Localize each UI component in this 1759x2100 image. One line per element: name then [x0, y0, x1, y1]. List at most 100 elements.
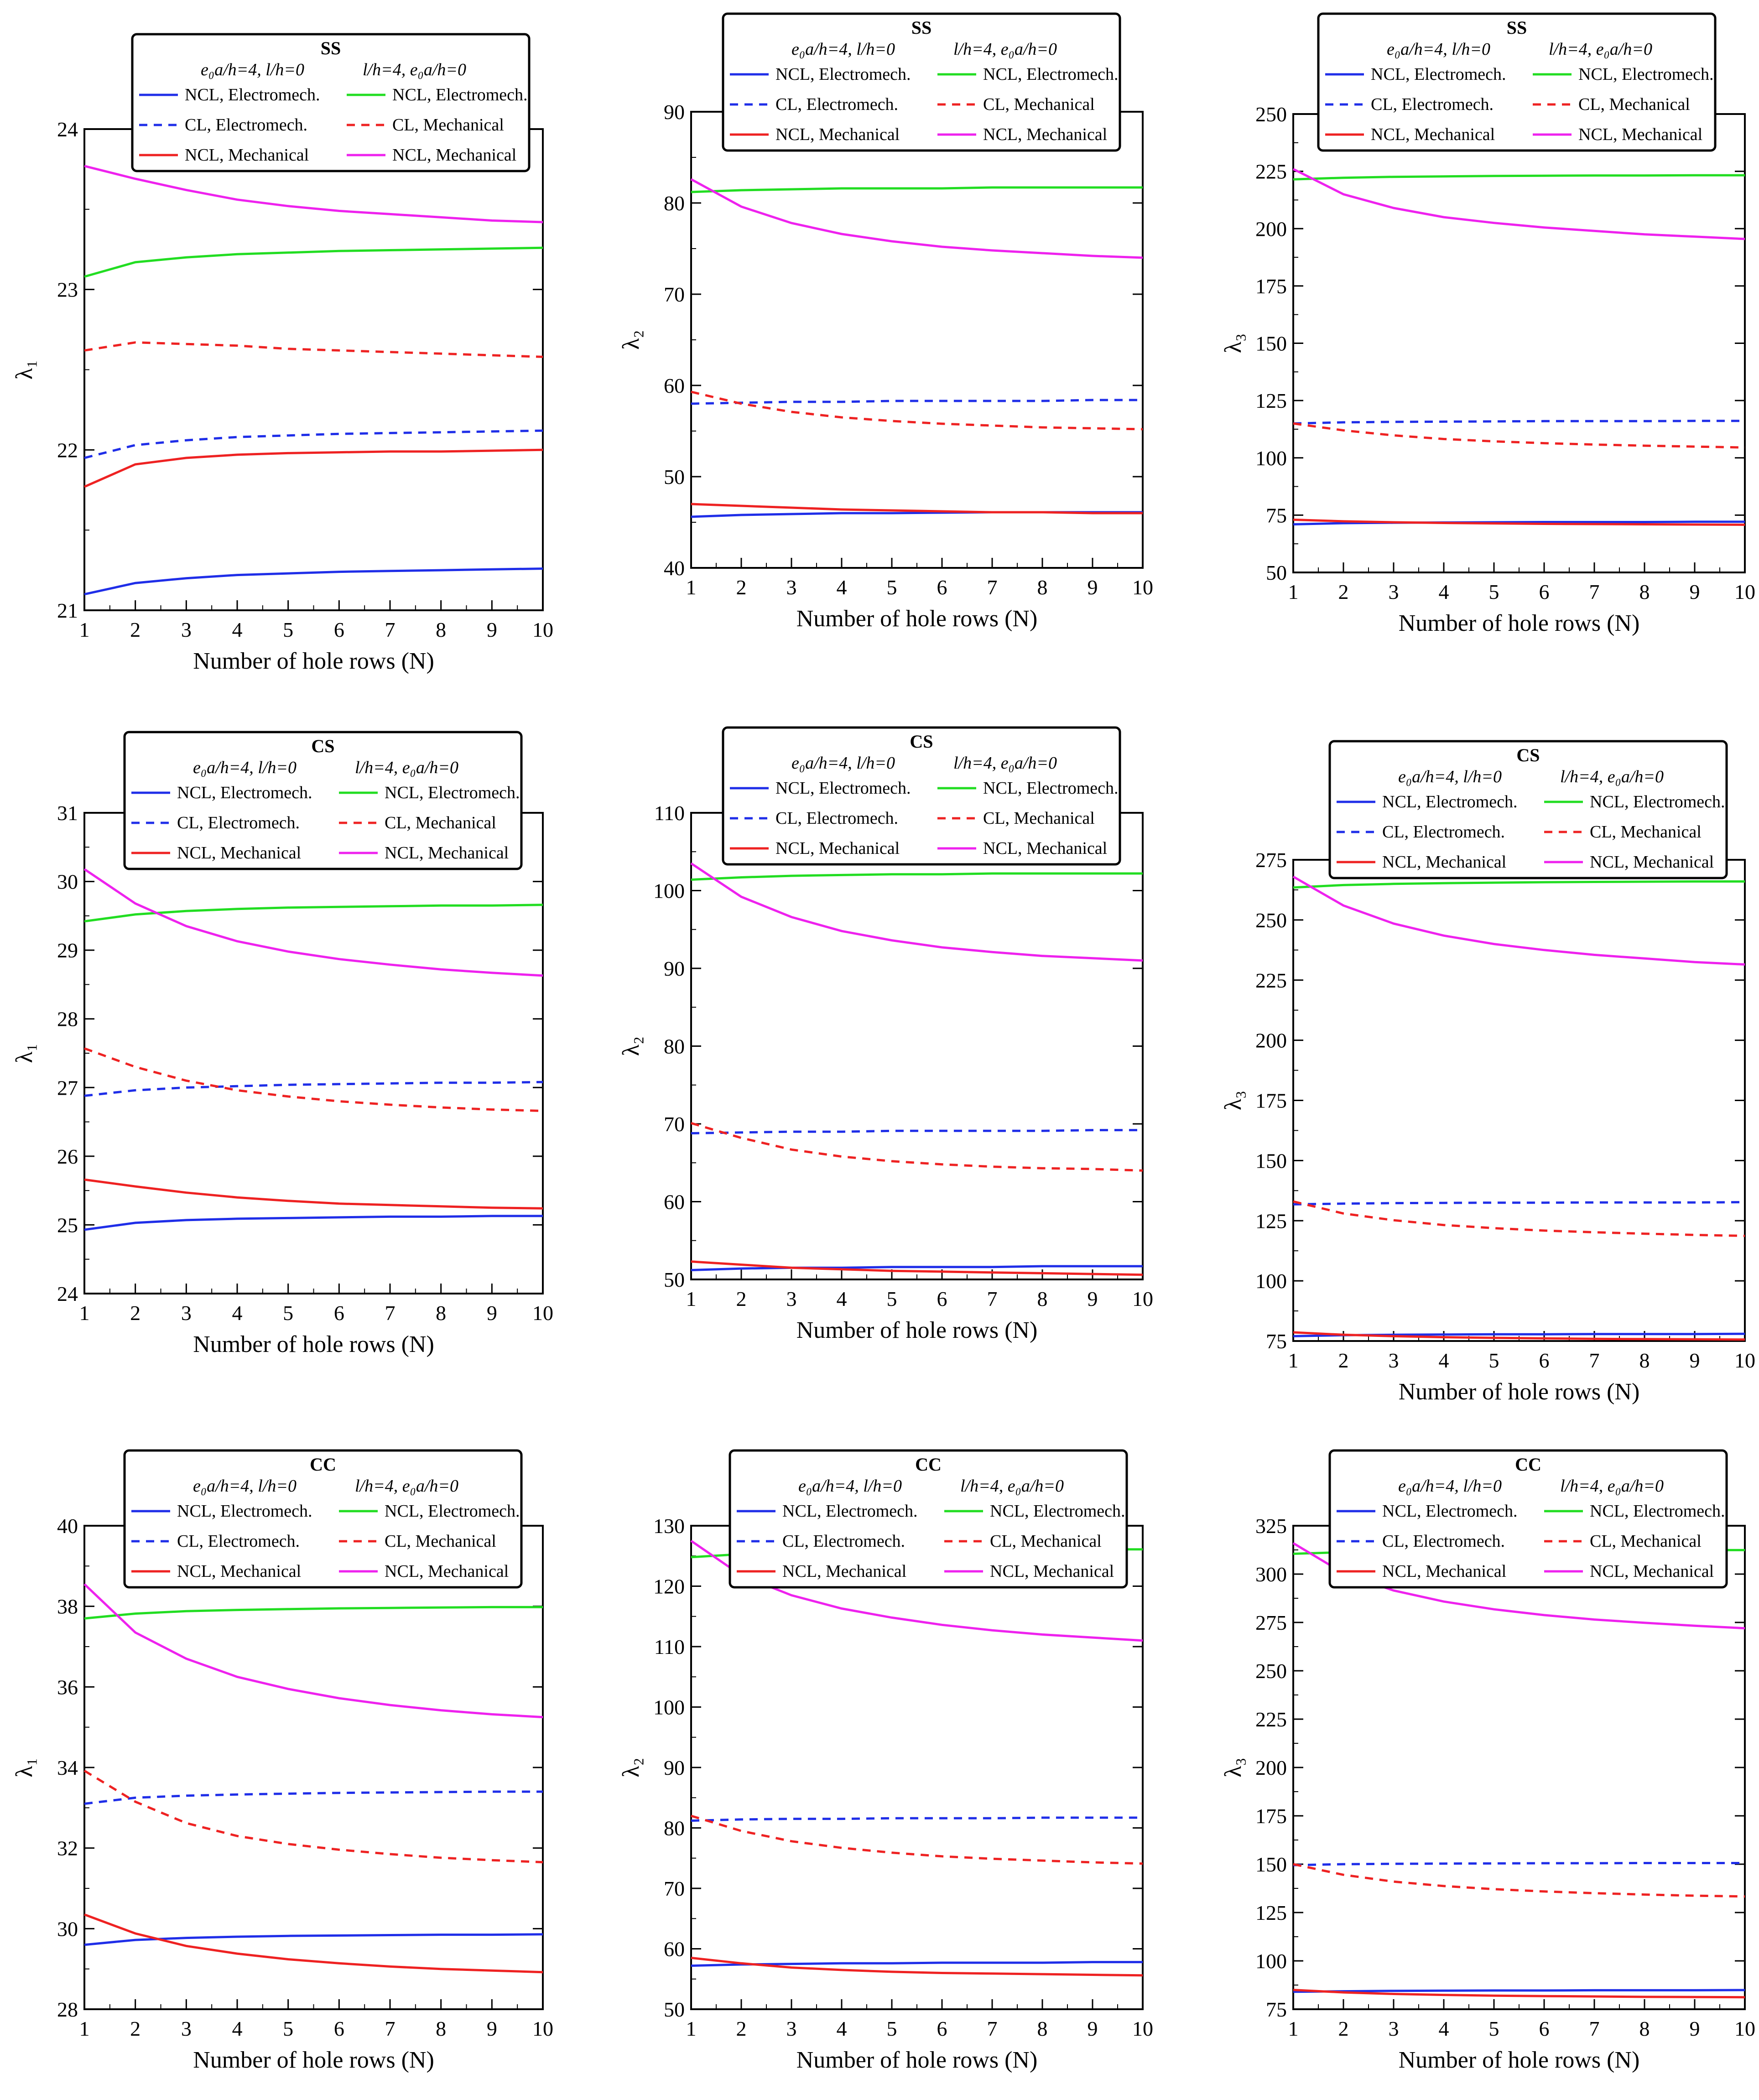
legend-label: CL, Electromech.: [1382, 822, 1505, 842]
x-tick-label: 2: [130, 2017, 141, 2040]
series-line-3: [84, 1178, 543, 1210]
x-tick-label: 5: [283, 1301, 293, 1325]
y-tick-label: 31: [57, 801, 78, 825]
y-tick-label: 125: [1255, 1209, 1287, 1232]
legend-header-left: e₀a/h=4, l/h=0: [798, 1476, 902, 1496]
y-tick-label: 28: [57, 1008, 78, 1031]
x-tick-label: 7: [1589, 1349, 1600, 1372]
x-tick-label: 7: [385, 618, 396, 641]
x-tick-label: 3: [786, 2017, 797, 2040]
chart-title: CS: [910, 731, 933, 752]
legend-label: CL, Electromech.: [775, 809, 898, 828]
y-tick-label: 130: [653, 1514, 685, 1538]
legend-label: CL, Electromech.: [782, 1532, 905, 1551]
legend-label: NCL, Mechanical: [1382, 1562, 1506, 1581]
x-tick-label: 10: [1734, 580, 1755, 603]
x-tick-label: 1: [686, 2017, 697, 2040]
x-tick-label: 5: [1489, 580, 1499, 603]
x-tick-label: 2: [130, 618, 141, 641]
legend-label: CL, Electromech.: [1371, 95, 1494, 114]
y-tick-label: 80: [664, 1035, 685, 1058]
chart-title: CS: [1516, 745, 1540, 765]
y-tick-label: 175: [1255, 1804, 1287, 1828]
chart-panel-8: 1 2 3 4 5 6 7 8 9 10 50 60 70 80 90 100 110 120 130 Number …: [618, 1449, 1153, 2073]
x-tick-label: 5: [887, 1287, 897, 1310]
legend-header-left: e₀a/h=4, l/h=0: [791, 40, 895, 59]
x-tick-label: 7: [987, 2017, 998, 2040]
x-tick-label: 3: [1389, 580, 1399, 603]
y-axis-label: λ₁: [11, 1043, 37, 1063]
y-axis-label: λ₁: [11, 360, 37, 379]
legend: CS e₀a/h=4, l/h=0 l/h=4, e₀a/h=0 NCL, Elect…: [123, 731, 523, 870]
legend-label: NCL, Electromech.: [385, 783, 520, 802]
x-tick-label: 7: [385, 2017, 396, 2040]
series-line-6: [1292, 875, 1745, 966]
y-tick-label: 30: [57, 870, 78, 894]
legend-header-left: e₀a/h=4, l/h=0: [193, 1476, 297, 1496]
x-axis-label: Number of hole rows (N): [796, 2047, 1038, 2073]
series-line-2: [691, 1816, 1143, 1822]
x-tick-label: 8: [1037, 1287, 1048, 1310]
legend-label: CL, Electromech.: [177, 813, 300, 832]
x-tick-label: 2: [736, 576, 747, 599]
series-line-5: [1293, 422, 1745, 449]
legend-label: CL, Mechanical: [983, 95, 1095, 114]
y-tick-label: 250: [1255, 909, 1287, 932]
x-tick-label: 4: [1439, 580, 1449, 603]
x-tick-label: 9: [1690, 1349, 1700, 1372]
legend-label: NCL, Mechanical: [392, 146, 516, 165]
x-tick-label: 1: [79, 618, 90, 641]
legend-header-left: e₀a/h=4, l/h=0: [201, 60, 304, 79]
series-line-6: [690, 178, 1143, 259]
legend-header-right: l/h=4, e₀a/h=0: [355, 758, 458, 777]
y-tick-label: 38: [57, 1595, 78, 1618]
y-tick-label: 100: [1255, 1949, 1287, 1973]
x-tick-label: 7: [987, 576, 998, 599]
x-axis-label: Number of hole rows (N): [1399, 610, 1640, 636]
plot-frame: [690, 1525, 1144, 2010]
y-axis-label: λ₂: [618, 330, 644, 349]
legend-box: [729, 1449, 1128, 1589]
plot-frame: [1292, 859, 1746, 1342]
legend: CS e₀a/h=4, l/h=0 l/h=4, e₀a/h=0 NCL, Elect…: [722, 726, 1121, 866]
series-line-2: [691, 1129, 1143, 1134]
legend-label: CL, Electromech.: [1382, 1532, 1505, 1551]
legend-header-left: e₀a/h=4, l/h=0: [1398, 767, 1502, 786]
y-tick-label: 80: [664, 192, 685, 215]
x-tick-label: 7: [1589, 2017, 1600, 2040]
x-axis-label: Number of hole rows (N): [1399, 1379, 1640, 1405]
legend-header-right: l/h=4, e₀a/h=0: [960, 1476, 1064, 1496]
x-axis-label: Number of hole rows (N): [193, 1331, 434, 1357]
legend: SS e₀a/h=4, l/h=0 l/h=4, e₀a/h=0 NCL, Elect…: [722, 12, 1121, 152]
legend-box: [131, 33, 531, 172]
legend-box: [1328, 1449, 1728, 1589]
y-tick-label: 250: [1255, 1659, 1287, 1683]
y-tick-label: 50: [664, 465, 685, 489]
legend-label: CL, Mechanical: [392, 115, 504, 135]
legend-label: NCL, Electromech.: [385, 1502, 520, 1521]
x-tick-label: 1: [79, 1301, 90, 1325]
x-tick-label: 5: [887, 2017, 897, 2040]
series-line-4: [84, 1606, 543, 1620]
x-tick-label: 6: [334, 618, 344, 641]
legend-label: NCL, Mechanical: [1382, 852, 1506, 872]
legend-label: CL, Mechanical: [983, 809, 1095, 828]
legend-label: NCL, Electromech.: [782, 1502, 918, 1521]
series-line-2: [84, 429, 543, 459]
legend-header-right: l/h=4, e₀a/h=0: [355, 1476, 458, 1496]
legend-label: NCL, Mechanical: [782, 1562, 906, 1581]
plot-frame: [690, 812, 1144, 1280]
series-line-2: [1293, 1862, 1745, 1866]
legend-label: NCL, Electromech.: [990, 1502, 1125, 1521]
x-tick-label: 3: [786, 576, 797, 599]
x-tick-label: 4: [837, 1287, 847, 1310]
y-tick-label: 175: [1255, 1089, 1287, 1112]
x-tick-label: 5: [1489, 2017, 1499, 2040]
legend-header-right: l/h=4, e₀a/h=0: [953, 754, 1057, 773]
series-line-5: [84, 341, 543, 358]
y-tick-label: 34: [57, 1756, 78, 1779]
legend: SS e₀a/h=4, l/h=0 l/h=4, e₀a/h=0 NCL, Elect…: [1317, 12, 1717, 152]
